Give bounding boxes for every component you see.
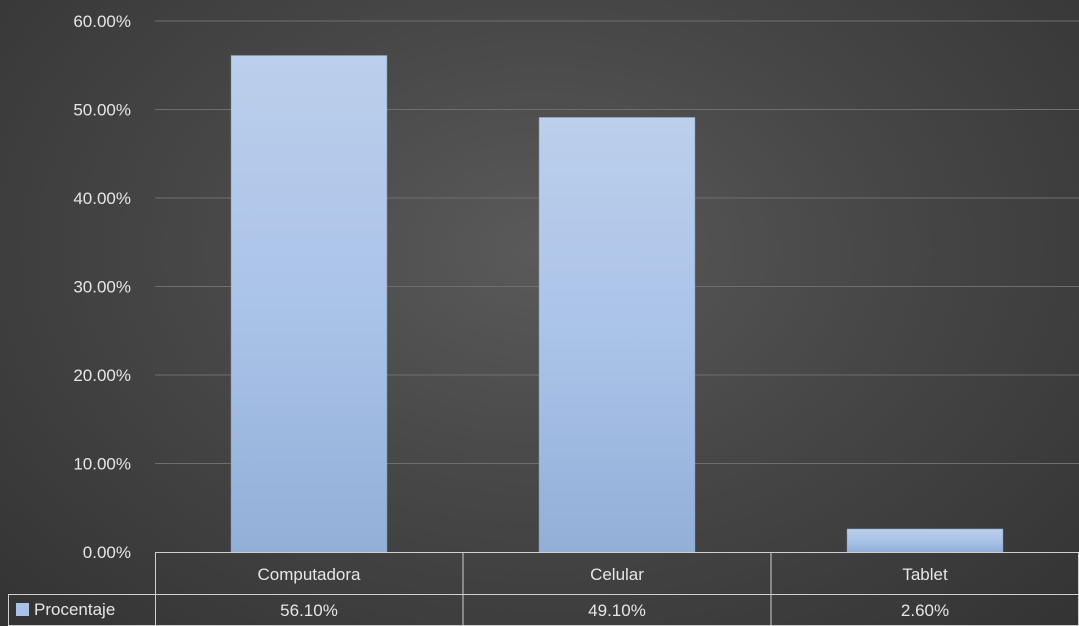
bar-tablet	[846, 528, 1004, 553]
bar-celular	[538, 117, 696, 553]
y-tick-label: 30.00%	[73, 278, 131, 297]
category-label: Tablet	[902, 565, 948, 584]
y-tick-label: 40.00%	[73, 189, 131, 208]
y-axis-tick-labels: 0.00% 10.00% 20.00% 30.00% 40.00% 50.00% 60.00…	[73, 12, 131, 562]
category-label: Celular	[590, 565, 644, 584]
y-tick-label: 10.00%	[73, 455, 131, 474]
value-label: 49.10%	[588, 601, 646, 620]
value-label: 2.60%	[901, 601, 949, 620]
bar-computadora	[230, 55, 388, 553]
legend-key	[16, 603, 29, 616]
y-tick-label: 20.00%	[73, 366, 131, 385]
data-table: Computadora Celular Tablet Procentaje 56.10%…	[8, 552, 1079, 626]
y-tick-label: 60.00%	[73, 12, 131, 31]
value-label: 56.10%	[280, 601, 338, 620]
category-label: Computadora	[257, 565, 361, 584]
legend-label: Procentaje	[34, 600, 115, 619]
y-tick-label: 50.00%	[73, 101, 131, 120]
bars	[230, 55, 1004, 553]
y-tick-label: 0.00%	[83, 543, 131, 562]
